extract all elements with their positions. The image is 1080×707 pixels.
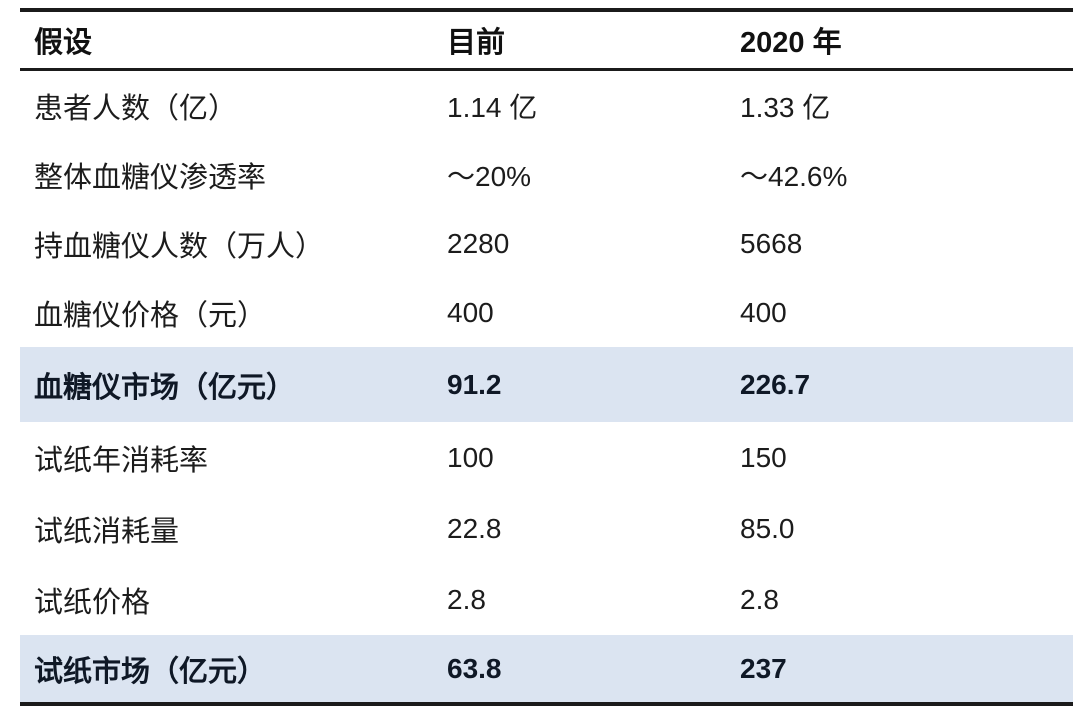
assumptions-table: 假设 目前 2020 年 患者人数（亿） 1.14 亿 1.33 亿 整体血糖仪… [20,8,1073,706]
current-value-cell: 2280 [447,227,510,259]
table-row-strip-consumption-rate: 试纸年消耗率 100 150 [20,422,1073,493]
table-row-patients: 患者人数（亿） 1.14 亿 1.33 亿 [20,71,1073,140]
header-cell-2020: 2020 年 [740,27,842,59]
table-row-strip-price: 试纸价格 2.8 2.8 [20,564,1073,635]
current-value-cell: 91.2 [447,368,502,400]
row-label-cell: 整体血糖仪渗透率 [34,161,267,194]
table-row-strip-market-total: 试纸市场（亿元） 63.8 237 [20,635,1073,702]
table-row-meter-price: 血糖仪价格（元） 400 400 [20,278,1073,347]
row-label-cell: 试纸年消耗率 [34,444,209,477]
year2020-value-cell: 400 [740,296,787,328]
year2020-value-cell: 5668 [740,227,803,259]
current-value-cell: ～20% [447,160,532,192]
current-value-cell: 2.8 [447,583,486,615]
header-cell-assumption: 假设 [34,27,93,59]
year2020-value-cell: 2.8 [740,583,779,615]
row-label-cell: 血糖仪市场（亿元） [34,371,296,404]
table-row-meter-market-total: 血糖仪市场（亿元） 91.2 226.7 [20,347,1073,422]
table-row-strip-consumption: 试纸消耗量 22.8 85.0 [20,493,1073,564]
row-label-cell: 持血糖仪人数（万人） [34,230,325,263]
current-value-cell: 22.8 [447,512,502,544]
row-label-cell: 试纸价格 [34,586,151,619]
current-value-cell: 63.8 [447,652,502,684]
table-header-row: 假设 目前 2020 年 [20,12,1073,71]
current-value-cell: 100 [447,441,494,473]
current-value-cell: 1.14 亿 [447,91,538,123]
table-row-penetration: 整体血糖仪渗透率 ～20% ～42.6% [20,140,1073,209]
row-label-cell: 试纸消耗量 [34,515,180,548]
row-label-cell: 试纸市场（亿元） [34,655,267,688]
current-value-cell: 400 [447,296,494,328]
year2020-value-cell: 85.0 [740,512,795,544]
year2020-value-cell: 150 [740,441,787,473]
header-cell-current: 目前 [447,27,506,59]
year2020-value-cell: 1.33 亿 [740,91,831,123]
row-label-cell: 患者人数（亿） [34,92,238,125]
year2020-value-cell: ～42.6% [740,160,848,192]
row-label-cell: 血糖仪价格（元） [34,299,267,332]
year2020-value-cell: 226.7 [740,368,811,400]
year2020-value-cell: 237 [740,652,787,684]
table-row-meter-holders: 持血糖仪人数（万人） 2280 5668 [20,209,1073,278]
